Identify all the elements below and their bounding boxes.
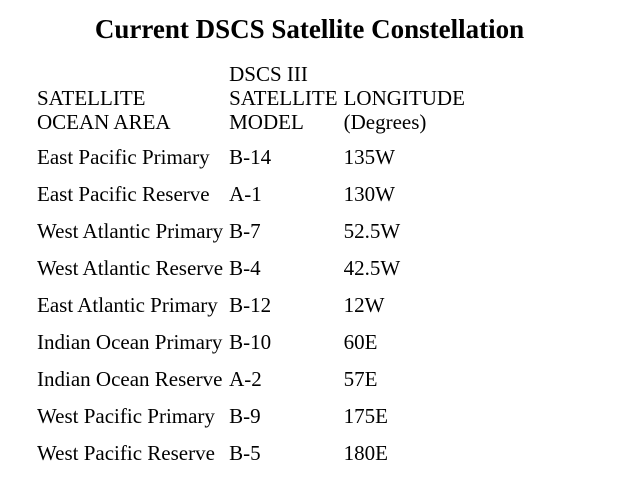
table-cell: A-1 — [229, 181, 262, 206]
table-row: West Pacific Primary B-9 175E — [37, 397, 471, 434]
table-cell: East Atlantic Primary — [37, 292, 218, 317]
table-row: Indian Ocean Primary B-10 60E — [37, 323, 471, 360]
table-row: West Pacific Reserve B-5 180E — [37, 434, 471, 471]
table-cell: East Pacific Reserve — [37, 181, 210, 206]
table-cell: 180E — [343, 440, 388, 465]
table-cell: 135W — [343, 144, 395, 169]
table-row: West Atlantic Reserve B-4 42.5W — [37, 249, 471, 286]
table-cell: B-5 — [229, 440, 261, 465]
table-cell: West Pacific Reserve — [37, 440, 215, 465]
table-row: West Atlantic Primary B-7 52.5W — [37, 212, 471, 249]
table-row: East Pacific Reserve A-1 130W — [37, 175, 471, 212]
table-row: Indian Ocean Reserve A-2 57E — [37, 360, 471, 397]
table-cell: West Pacific Primary — [37, 403, 215, 428]
table-cell: 60E — [343, 329, 378, 354]
table-cell: 12W — [343, 292, 385, 317]
table-cell: 42.5W — [343, 255, 401, 280]
table-cell: A-2 — [229, 366, 262, 391]
column-header: SATELLITE OCEAN AREA — [37, 86, 171, 134]
table-row: East Pacific Primary B-14 135W — [37, 138, 471, 175]
column-header: DSCS III SATELLITE MODEL — [229, 62, 338, 134]
column-header: LONGITUDE (Degrees) — [343, 86, 465, 134]
page-title: Current DSCS Satellite Constellation — [94, 14, 525, 44]
table-cell: West Atlantic Reserve — [37, 255, 224, 280]
table-cell: 175E — [343, 403, 388, 428]
table-cell: B-14 — [229, 144, 272, 169]
table-cell: 130W — [343, 181, 395, 206]
table-cell: Indian Ocean Primary — [37, 329, 223, 354]
table-cell: B-12 — [229, 292, 272, 317]
table-cell: 52.5W — [343, 218, 401, 243]
table-row: East Atlantic Primary B-12 12W — [37, 286, 471, 323]
constellation-table: SATELLITE OCEAN AREA DSCS III SATELLITE MODE… — [37, 62, 471, 471]
table-cell: B-9 — [229, 403, 261, 428]
table-cell: B-10 — [229, 329, 272, 354]
table-cell: East Pacific Primary — [37, 144, 210, 169]
table-cell: B-4 — [229, 255, 261, 280]
table-cell: Indian Ocean Reserve — [37, 366, 223, 391]
table-cell: B-7 — [229, 218, 261, 243]
table-cell: West Atlantic Primary — [37, 218, 224, 243]
table-cell: 57E — [343, 366, 378, 391]
